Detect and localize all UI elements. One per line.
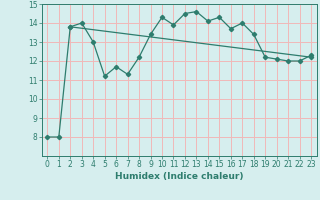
X-axis label: Humidex (Indice chaleur): Humidex (Indice chaleur) [115,172,244,181]
